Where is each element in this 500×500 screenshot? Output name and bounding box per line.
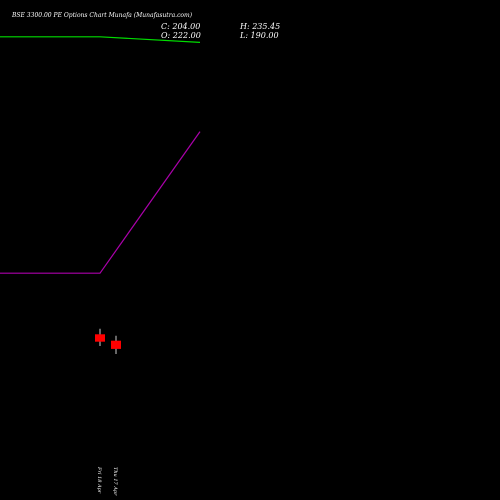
date-tick-label: Fri 18 Apr <box>96 466 102 494</box>
close-value: C: 204.00 <box>161 22 201 31</box>
open-value: O: 222.00 <box>161 31 201 40</box>
indicator-line-1 <box>0 36 201 43</box>
high-value: H: 235.45 <box>240 22 281 31</box>
date-tick-label: Thu 17 Apr <box>112 467 118 496</box>
indicator-line-2 <box>0 131 201 274</box>
chart-title: BSE 3300.00 PE Options Chart Munafa (Mun… <box>12 12 193 19</box>
low-value: L: 190.00 <box>240 31 279 40</box>
candle-body <box>111 340 121 349</box>
candle-body <box>95 334 105 342</box>
